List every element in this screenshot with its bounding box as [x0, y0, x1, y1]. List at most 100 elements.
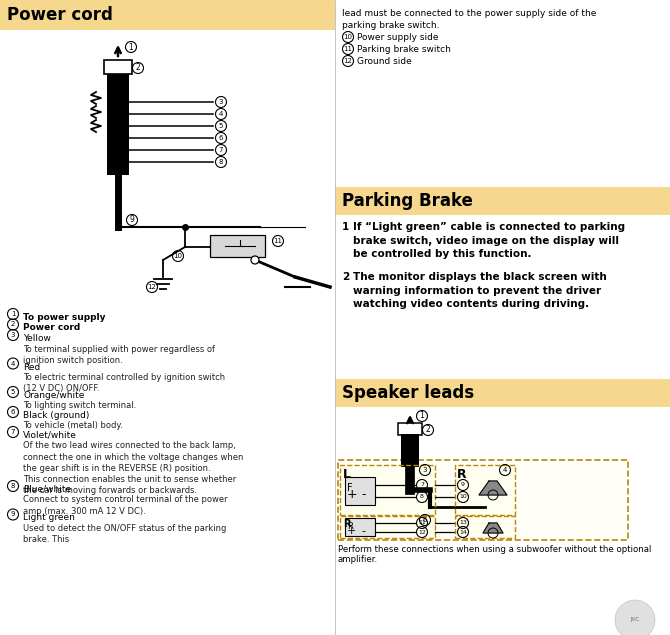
Text: +: + [347, 526, 356, 536]
Text: 1: 1 [342, 222, 349, 232]
Text: Speaker leads: Speaker leads [342, 384, 474, 402]
Bar [345, 518, 375, 536]
Text: lead must be connected to the power supply side of the: lead must be connected to the power supp… [342, 10, 596, 18]
Text: 7: 7 [420, 483, 424, 488]
Text: 2: 2 [135, 64, 141, 72]
Text: Violet/white: Violet/white [23, 431, 77, 440]
Text: 1: 1 [11, 311, 15, 317]
Bar [335, 379, 670, 407]
Text: 12: 12 [147, 284, 156, 290]
Bar [104, 60, 132, 74]
Bar [455, 516, 515, 538]
Text: To vehicle (metal) body.: To vehicle (metal) body. [23, 422, 123, 431]
Bar [455, 465, 515, 515]
Text: 5: 5 [219, 123, 223, 129]
Text: 10: 10 [344, 34, 352, 40]
Text: 2: 2 [425, 425, 430, 434]
Text: 1: 1 [419, 411, 424, 420]
Text: R: R [457, 468, 466, 481]
Text: +: + [347, 488, 358, 502]
Text: F: F [347, 483, 352, 493]
Bar [335, 187, 670, 215]
Text: Power cord: Power cord [23, 323, 80, 333]
Text: 8: 8 [420, 495, 424, 500]
Bar [340, 516, 435, 538]
Text: 14: 14 [459, 530, 467, 535]
Text: 12: 12 [344, 58, 352, 64]
Text: 8: 8 [11, 483, 15, 489]
Text: Power cord: Power cord [7, 6, 113, 24]
Text: -: - [361, 488, 366, 502]
Text: To electric terminal controlled by ignition switch
(12 V DC) ON/OFF.: To electric terminal controlled by ignit… [23, 373, 225, 393]
Text: 4: 4 [502, 467, 507, 473]
Text: 3: 3 [423, 467, 427, 473]
Circle shape [251, 256, 259, 264]
Text: 7: 7 [218, 147, 223, 153]
Text: 11: 11 [418, 521, 426, 526]
Bar [345, 477, 375, 505]
Text: Red: Red [23, 363, 40, 371]
Text: Power supply side: Power supply side [357, 32, 438, 41]
Text: Perform these connections when using a subwoofer without the optional amplifier.: Perform these connections when using a s… [338, 545, 651, 565]
Text: Yellow: Yellow [23, 334, 51, 343]
Text: parking brake switch.: parking brake switch. [342, 20, 440, 29]
Text: Light green: Light green [23, 514, 75, 523]
Text: Parking brake switch: Parking brake switch [357, 44, 451, 53]
Text: To terminal supplied with power regardless of
ignition switch position.: To terminal supplied with power regardle… [23, 345, 215, 364]
Bar [340, 465, 435, 515]
Bar [340, 465, 435, 515]
Circle shape [615, 600, 655, 635]
Bar [338, 460, 628, 540]
Bar [340, 516, 435, 538]
Bar [401, 434, 419, 467]
Text: The monitor displays the black screen with
warning information to prevent the dr: The monitor displays the black screen wi… [353, 272, 607, 309]
Bar [338, 460, 628, 540]
Bar [455, 516, 515, 538]
Text: 12: 12 [418, 530, 426, 535]
Text: To power supply: To power supply [23, 313, 105, 322]
Text: 2: 2 [11, 321, 15, 328]
Bar [107, 74, 129, 175]
Text: Of the two lead wires connected to the back lamp,
connect the one in which the v: Of the two lead wires connected to the b… [23, 441, 243, 495]
Text: 4: 4 [11, 361, 15, 366]
Text: 11: 11 [344, 46, 352, 52]
Text: 7: 7 [11, 429, 15, 435]
Text: 6: 6 [218, 135, 223, 141]
Text: Orange/white: Orange/white [23, 391, 84, 400]
Text: If “Light green” cable is connected to parking
brake switch, video image on the : If “Light green” cable is connected to p… [353, 222, 625, 259]
Text: Black (ground): Black (ground) [23, 411, 89, 420]
Text: 4: 4 [219, 111, 223, 117]
Text: Ground side: Ground side [357, 57, 412, 65]
Text: 9: 9 [461, 483, 465, 488]
Text: 8: 8 [218, 159, 223, 165]
Polygon shape [479, 481, 507, 495]
Text: 5: 5 [11, 389, 15, 395]
Bar [210, 235, 265, 257]
Text: 9: 9 [11, 512, 15, 518]
Text: 13: 13 [459, 521, 467, 526]
Bar [398, 423, 422, 435]
Text: JVC: JVC [630, 617, 640, 622]
Bar [455, 465, 515, 515]
Text: To lighting switch terminal.: To lighting switch terminal. [23, 401, 136, 410]
Text: 11: 11 [273, 238, 283, 244]
Text: 3: 3 [218, 99, 223, 105]
Text: 2: 2 [342, 272, 349, 282]
Text: Connect to system control terminal of the power
amp (max. 300 mA 12 V DC).: Connect to system control terminal of th… [23, 495, 228, 516]
Text: R: R [343, 519, 350, 529]
Text: Used to detect the ON/OFF status of the parking
brake. This: Used to detect the ON/OFF status of the … [23, 524, 226, 544]
Bar [0, 0, 335, 30]
Text: 9: 9 [129, 215, 135, 225]
Text: 10: 10 [174, 253, 182, 259]
Polygon shape [483, 523, 503, 533]
Text: 1: 1 [129, 43, 133, 51]
Text: Blue/white: Blue/white [23, 485, 71, 494]
Text: 6: 6 [11, 409, 15, 415]
Text: -: - [361, 526, 365, 536]
Text: 3: 3 [11, 332, 15, 338]
Text: 10: 10 [459, 495, 467, 500]
Text: Parking Brake: Parking Brake [342, 192, 473, 210]
Text: L: L [343, 468, 351, 481]
Text: R: R [347, 522, 353, 531]
Text: 6: 6 [423, 517, 427, 523]
